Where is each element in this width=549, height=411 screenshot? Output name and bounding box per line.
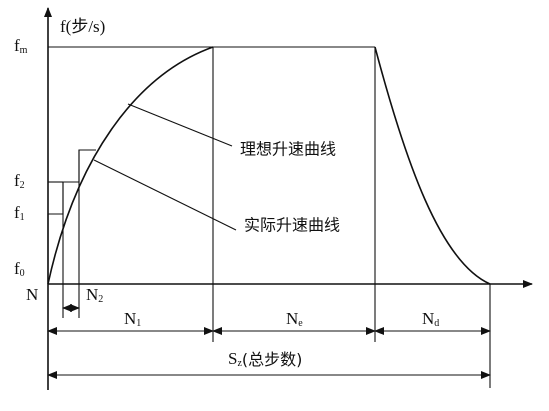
annotation: 实际升速曲线 bbox=[244, 216, 340, 235]
annotation: 理想升速曲线 bbox=[240, 140, 336, 159]
ideal-curve bbox=[47, 46, 214, 285]
leader bbox=[127, 103, 233, 147]
label-part: N bbox=[26, 285, 38, 304]
label-part: N bbox=[422, 309, 434, 328]
x-label: N2 bbox=[86, 285, 103, 305]
label-part: S bbox=[228, 349, 237, 368]
label-part: 0 bbox=[20, 268, 25, 279]
y-axis-label: f(步/s) bbox=[60, 17, 105, 36]
decel-curve bbox=[374, 46, 491, 285]
actual-curve bbox=[47, 149, 96, 284]
label-part: f bbox=[14, 259, 20, 278]
x-label: Nd bbox=[422, 309, 439, 329]
label-part: N bbox=[286, 309, 298, 328]
x-label: N bbox=[26, 285, 38, 304]
label-part: f bbox=[14, 171, 20, 190]
label-part: d bbox=[434, 318, 439, 329]
label-part: 1 bbox=[20, 212, 25, 223]
label-part: (总步数) bbox=[242, 350, 303, 369]
label-part: 2 bbox=[20, 180, 25, 191]
label-part: 2 bbox=[98, 294, 103, 305]
label-part: f bbox=[14, 36, 20, 55]
x-label: N1 bbox=[124, 309, 141, 329]
label-part: f bbox=[14, 203, 20, 222]
label-part: 1 bbox=[136, 318, 141, 329]
x-label: Ne bbox=[286, 309, 303, 329]
y-label: f0 bbox=[14, 259, 25, 279]
y-label: f1 bbox=[14, 203, 25, 223]
label-part: z bbox=[237, 358, 242, 369]
y-label: f2 bbox=[14, 171, 25, 191]
label-part: N bbox=[124, 309, 136, 328]
y-label: fm bbox=[14, 36, 28, 56]
label-part: m bbox=[20, 45, 28, 56]
total-label: Sz(总步数) bbox=[228, 349, 302, 369]
label-part: N bbox=[86, 285, 98, 304]
leader bbox=[93, 159, 237, 231]
label-part: e bbox=[298, 318, 303, 329]
